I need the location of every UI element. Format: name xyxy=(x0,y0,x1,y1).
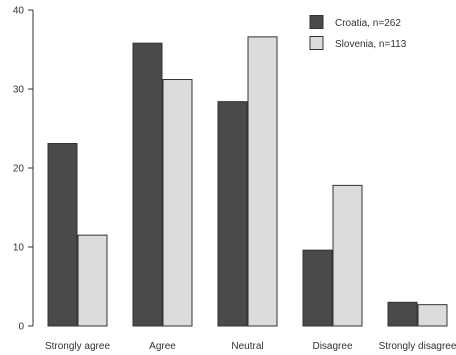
y-tick-label: 40 xyxy=(13,6,25,17)
y-tick-label: 20 xyxy=(13,164,25,175)
x-category-label: Agree xyxy=(149,341,176,352)
x-category-label: Disagree xyxy=(312,341,352,352)
bar-series-2 xyxy=(162,79,193,327)
legend-label: Slovenia, n=113 xyxy=(335,39,407,50)
y-tick-label: 10 xyxy=(13,243,25,254)
x-category-label: Strongly disagree xyxy=(379,341,456,352)
y-axis: 0 10 20 30 40 xyxy=(13,6,34,333)
x-category-label: Neutral xyxy=(231,341,263,352)
bar-series-1 xyxy=(132,42,163,327)
bar-series-1 xyxy=(302,249,333,327)
bars-group xyxy=(47,36,448,327)
bar-series-2 xyxy=(332,184,363,327)
bar-series-2 xyxy=(417,304,448,327)
legend-swatch xyxy=(309,36,324,50)
legend: Croatia, n=262 Slovenia, n=113 xyxy=(309,15,407,50)
bar-series-2 xyxy=(247,36,278,327)
bar-series-1 xyxy=(387,301,418,327)
bar-series-2 xyxy=(77,234,108,327)
y-tick-label: 30 xyxy=(13,85,25,96)
x-axis-labels: Strongly agree Agree Neutral Disagree Strong… xyxy=(45,341,456,352)
y-tick-label: 0 xyxy=(18,322,24,333)
bar-series-1 xyxy=(217,101,248,327)
x-category-label: Strongly agree xyxy=(45,341,110,352)
legend-swatch xyxy=(309,15,324,29)
bar-series-1 xyxy=(47,143,78,327)
legend-label: Croatia, n=262 xyxy=(335,18,401,29)
